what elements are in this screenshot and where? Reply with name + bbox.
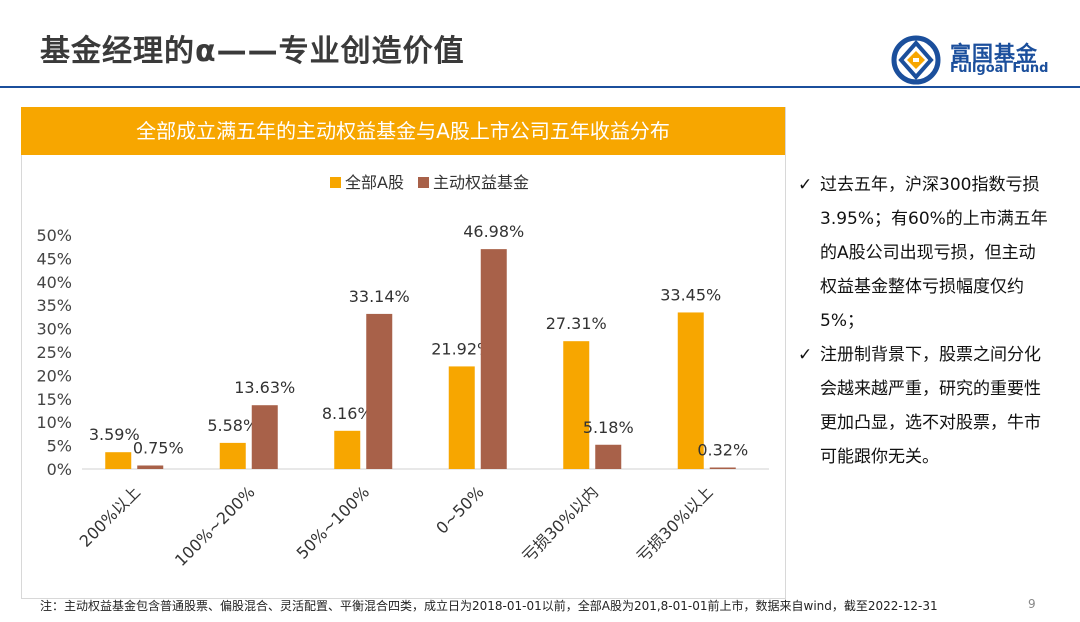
data-label: 3.59% <box>89 425 140 444</box>
page-number: 9 <box>1028 597 1036 611</box>
data-label: 27.31% <box>546 314 607 333</box>
logo-chinese-name: 富国基金 <box>950 42 1038 66</box>
bar <box>677 312 704 469</box>
data-label: 13.63% <box>234 378 295 397</box>
bar <box>563 341 590 469</box>
data-label: 5.18% <box>583 418 634 437</box>
bullet-item: ✓ 过去五年，沪深300指数亏损3.95%；有60%的上市满五年的A股公司出现亏… <box>798 168 1048 338</box>
bar <box>448 366 475 469</box>
legend-label: 主动权益基金 <box>433 173 529 192</box>
footnote: 注：主动权益基金包含普通股票、偏股混合、灵活配置、平衡混合四类，成立日为2018… <box>40 599 938 613</box>
bar <box>219 442 246 469</box>
data-label: 0.32% <box>697 441 748 460</box>
bar <box>105 452 132 469</box>
bar <box>480 249 507 469</box>
header-divider <box>0 86 1080 88</box>
data-label: 0.75% <box>133 438 184 457</box>
y-tick-label: 35% <box>36 296 72 315</box>
x-tick-label: 亏损30%以上 <box>633 482 717 566</box>
fullgoal-logo-icon <box>891 35 941 85</box>
data-label: 5.58% <box>207 416 258 435</box>
data-label: 8.16% <box>322 404 373 423</box>
y-tick-label: 5% <box>47 437 72 456</box>
data-label: 21.92% <box>431 339 492 358</box>
legend-swatch <box>330 177 341 188</box>
data-label: 33.14% <box>349 287 410 306</box>
bullet-text: 注册制背景下，股票之间分化会越来越严重，研究的重要性更加凸显，选不对股票，牛市可… <box>820 345 1041 467</box>
x-tick-label: 50%~100% <box>293 482 373 562</box>
x-tick-label: 200%以上 <box>76 482 144 550</box>
bar <box>366 313 393 469</box>
legend-swatch <box>418 177 429 188</box>
x-tick-label: 100%~200% <box>171 482 259 570</box>
bar <box>137 465 164 469</box>
y-tick-label: 15% <box>36 390 72 409</box>
y-tick-label: 40% <box>36 273 72 292</box>
check-icon: ✓ <box>798 175 813 195</box>
check-icon: ✓ <box>798 345 813 365</box>
bullet-text: 过去五年，沪深300指数亏损3.95%；有60%的上市满五年的A股公司出现亏损，… <box>820 175 1048 331</box>
x-tick-label: 亏损30%以内 <box>518 482 602 566</box>
bar <box>251 405 278 469</box>
bar <box>595 444 622 469</box>
chart-frame <box>21 107 786 599</box>
company-logo: 富国基金 Fullgoal Fund <box>890 34 1050 85</box>
legend-label: 全部A股 <box>345 173 404 192</box>
y-tick-label: 20% <box>36 366 72 385</box>
y-tick-label: 30% <box>36 320 72 339</box>
x-tick-label: 0~50% <box>432 482 487 537</box>
y-tick-label: 0% <box>47 460 72 479</box>
logo-english-name: Fullgoal Fund <box>950 61 1049 76</box>
data-label: 33.45% <box>660 285 721 304</box>
y-tick-label: 45% <box>36 249 72 268</box>
y-tick-label: 10% <box>36 413 72 432</box>
bar <box>334 430 361 469</box>
y-tick-label: 25% <box>36 343 72 362</box>
page-title: 基金经理的α——专业创造价值 <box>40 34 465 69</box>
y-tick-label: 50% <box>36 226 72 245</box>
bullet-item: ✓ 注册制背景下，股票之间分化会越来越严重，研究的重要性更加凸显，选不对股票，牛… <box>798 338 1048 474</box>
bullet-list: ✓ 过去五年，沪深300指数亏损3.95%；有60%的上市满五年的A股公司出现亏… <box>798 168 1048 474</box>
data-label: 46.98% <box>463 222 524 241</box>
chart-title: 全部成立满五年的主动权益基金与A股上市公司五年收益分布 <box>21 107 785 155</box>
bar <box>709 467 736 469</box>
